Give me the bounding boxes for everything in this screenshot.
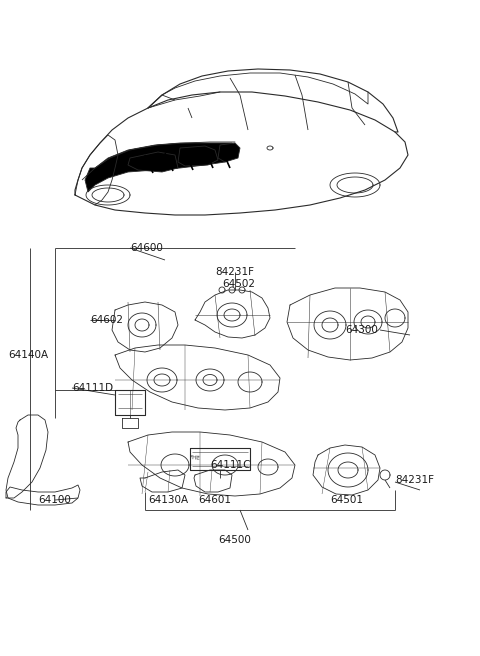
Text: 64602: 64602 [90,315,123,325]
Polygon shape [128,152,178,172]
Polygon shape [218,143,240,162]
Text: 64500: 64500 [218,535,251,545]
Text: 64502: 64502 [222,279,255,289]
Text: 64140A: 64140A [8,350,48,360]
Text: 64100: 64100 [38,495,71,505]
Text: 64300: 64300 [345,325,378,335]
Text: 64501: 64501 [330,495,363,505]
Text: 64601: 64601 [198,495,231,505]
Text: 64111C: 64111C [210,460,251,470]
Text: 84231F: 84231F [215,267,254,277]
Text: FHE: FHE [190,455,201,461]
Text: 84231F: 84231F [395,475,434,485]
Text: 64600: 64600 [130,243,163,253]
Polygon shape [178,146,218,166]
Polygon shape [85,143,238,192]
Text: 64111D: 64111D [72,383,113,393]
Text: 64130A: 64130A [148,495,188,505]
